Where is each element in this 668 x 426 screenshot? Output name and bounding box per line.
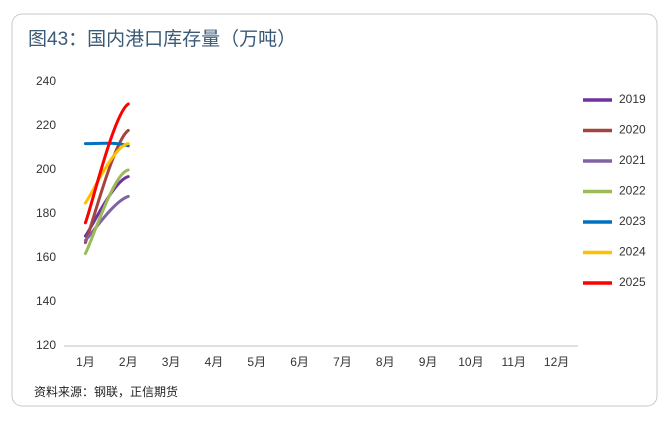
- source: 资料来源：钢联，正信期货: [34, 384, 178, 399]
- x-tick-label: 12月: [544, 355, 569, 369]
- y-tick-label: 180: [36, 206, 56, 220]
- legend-label: 2024: [619, 245, 646, 259]
- x-tick-label: 4月: [205, 355, 224, 369]
- card: [11, 13, 658, 407]
- chart-title: 图43：国内港口库存量（万吨）: [28, 28, 296, 50]
- y-tick-label: 220: [36, 118, 56, 132]
- y-tick-label: 240: [36, 74, 56, 88]
- x-tick-label: 3月: [162, 355, 181, 369]
- x-tick-label: 2月: [119, 355, 138, 369]
- x-tick-label: 11月: [502, 355, 526, 369]
- series-line: [83, 142, 130, 205]
- x-tick-label: 6月: [290, 355, 309, 369]
- x-tick-label: 10月: [458, 355, 483, 369]
- y-tick-label: 200: [36, 162, 56, 176]
- legend-label: 2021: [619, 153, 646, 167]
- x-tick-label: 1月: [76, 355, 95, 369]
- legend-label: 2019: [619, 92, 646, 106]
- legend-label: 2025: [619, 275, 646, 289]
- series-line: [83, 128, 130, 245]
- y-tick-label: 160: [36, 250, 56, 264]
- y-tick-label: 140: [36, 294, 56, 308]
- legend-label: 2020: [619, 123, 646, 137]
- x-tick-label: 9月: [419, 355, 438, 369]
- legend-label: 2023: [619, 214, 646, 228]
- series-line: [83, 168, 130, 256]
- legend-label: 2022: [619, 184, 646, 198]
- x-tick-label: 7月: [333, 355, 352, 369]
- x-tick-label: 8月: [376, 355, 395, 369]
- y-tick-label: 120: [36, 338, 56, 352]
- series-line: [83, 194, 130, 242]
- x-tick-label: 5月: [247, 355, 266, 369]
- series-line: [83, 102, 130, 225]
